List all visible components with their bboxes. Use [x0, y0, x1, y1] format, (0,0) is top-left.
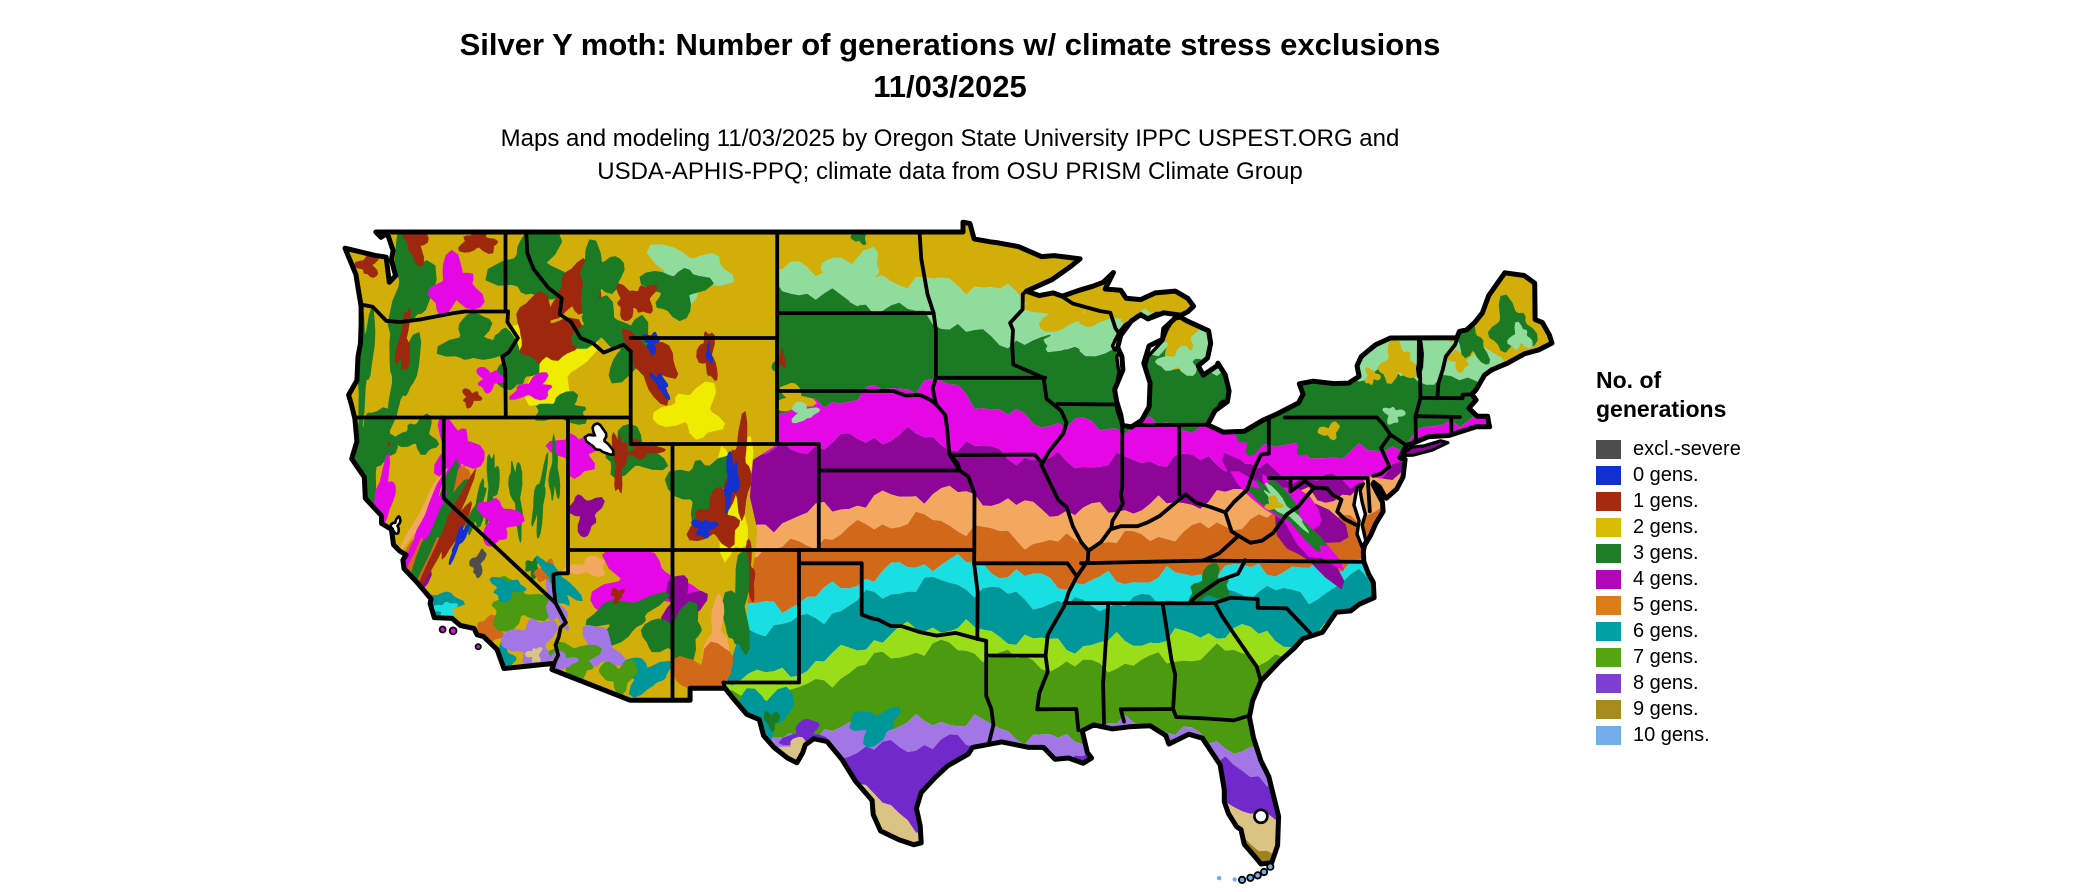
legend-swatch-2-gens — [1596, 517, 1621, 537]
map-credit-line2: USDA-APHIS-PPQ; climate data from OSU PR… — [597, 158, 1303, 185]
legend-item-2-gens: 2 gens. — [1596, 514, 1836, 540]
legend-item-10-gens: 10 gens. — [1596, 722, 1836, 748]
legend-item-excl-severe: excl.-severe — [1596, 436, 1836, 462]
legend-swatch-5-gens — [1596, 595, 1621, 615]
legend-swatch-excl-severe — [1596, 439, 1621, 459]
subtitle-block: Maps and modeling 11/03/2025 by Oregon S… — [350, 122, 1550, 188]
legend-swatch-7-gens — [1596, 647, 1621, 667]
legend-item-4-gens: 4 gens. — [1596, 566, 1836, 592]
legend-item-1-gens: 1 gens. — [1596, 488, 1836, 514]
legend-swatch-3-gens — [1596, 543, 1621, 563]
legend-swatch-1-gens — [1596, 491, 1621, 511]
map-title: Silver Y moth: Number of generations w/ … — [459, 27, 1441, 62]
legend-item-9-gens: 9 gens. — [1596, 696, 1836, 722]
legend: No. of generations excl.-severe 0 gens. … — [1596, 366, 1836, 748]
legend-item-0-gens: 0 gens. — [1596, 462, 1836, 488]
legend-swatch-6-gens — [1596, 621, 1621, 641]
legend-swatch-8-gens — [1596, 673, 1621, 693]
legend-swatch-4-gens — [1596, 569, 1621, 589]
map-date: 11/03/2025 — [873, 69, 1027, 104]
legend-item-6-gens: 6 gens. — [1596, 618, 1836, 644]
legend-item-5-gens: 5 gens. — [1596, 592, 1836, 618]
legend-swatch-9-gens — [1596, 699, 1621, 719]
legend-title-line1: No. of — [1596, 367, 1662, 393]
legend-swatch-10-gens — [1596, 725, 1621, 745]
legend-item-8-gens: 8 gens. — [1596, 670, 1836, 696]
legend-items: excl.-severe 0 gens. 1 gens. 2 gens. 3 g… — [1596, 436, 1836, 748]
legend-item-3-gens: 3 gens. — [1596, 540, 1836, 566]
legend-item-7-gens: 7 gens. — [1596, 644, 1836, 670]
title-block: Silver Y moth: Number of generations w/ … — [350, 24, 1550, 108]
map-credit-line1: Maps and modeling 11/03/2025 by Oregon S… — [500, 125, 1400, 152]
legend-swatch-0-gens — [1596, 465, 1621, 485]
legend-title-line2: generations — [1596, 396, 1727, 422]
